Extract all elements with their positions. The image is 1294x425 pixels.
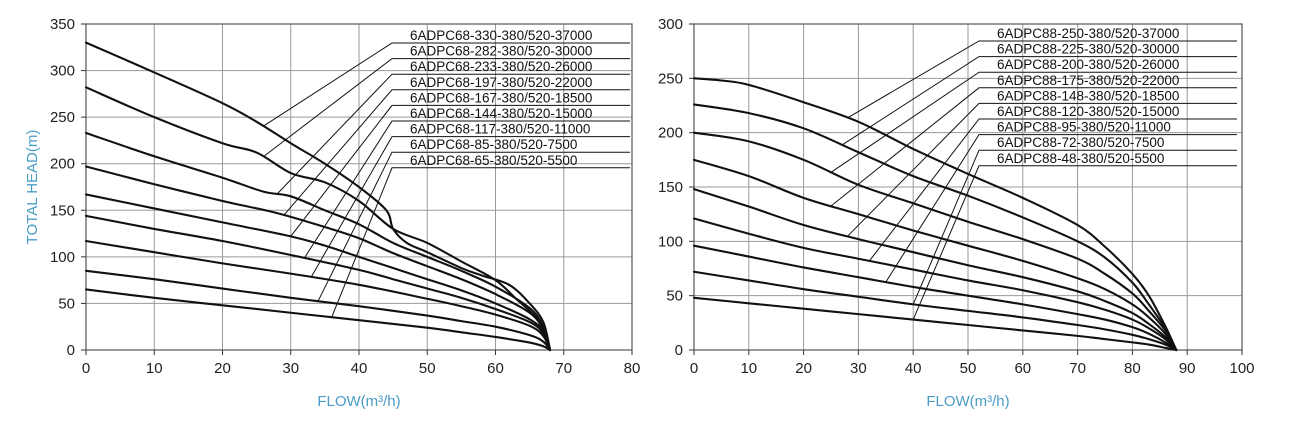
series-label: 6ADPC88-200-380/520-26000 (997, 57, 1179, 72)
series-line-1-8 (84, 269, 552, 352)
chart-panel-2: 0 10 20 30 40 50 60 70 80 90 100 0 50 100 150 200 250 300… (658, 16, 1255, 410)
x-tick-label: 80 (624, 360, 641, 377)
x-tick-label: 40 (351, 360, 368, 377)
y-tick-label: 100 (658, 233, 683, 250)
series-line-2-7 (692, 244, 1178, 352)
x-tick-label: 70 (1069, 360, 1086, 377)
y-tick-label: 100 (50, 249, 75, 266)
series-line-1-2 (84, 86, 552, 352)
series-leader-line (310, 136, 630, 278)
series-line-2-3 (692, 131, 1178, 352)
x-tick-label: 50 (960, 360, 977, 377)
series-leader-line (847, 40, 1237, 119)
series-leader-line (841, 56, 1237, 146)
series-label: 6ADPC88-250-380/520-37000 (997, 26, 1179, 41)
x-tick-label: 60 (1014, 360, 1031, 377)
y-tick-label: 150 (50, 202, 75, 219)
series-label: 6ADPC88-95-380/520-11000 (997, 120, 1171, 135)
y-tick-label: 0 (675, 342, 683, 359)
x-tick-label: 30 (850, 360, 867, 377)
series-label: 6ADPC68-197-380/520-22000 (410, 75, 592, 90)
series-label: 6ADPC88-175-380/520-22000 (997, 73, 1179, 88)
series-label: 6ADPC68-65-380/520-5500 (410, 153, 577, 168)
y-tick-label: 250 (50, 109, 75, 126)
series-line-1-6 (84, 214, 552, 352)
series-leader-line (912, 165, 1237, 320)
y-tick-label: 250 (658, 70, 683, 87)
series-label: 6ADPC88-48-380/520-5500 (997, 151, 1164, 166)
series-leader-line (276, 73, 630, 195)
y-tick-label: 150 (658, 179, 683, 196)
x-axis-title: FLOW(m³/h) (317, 393, 400, 410)
x-tick-label: 30 (282, 360, 299, 377)
series-line-2-9 (692, 296, 1178, 352)
series-leader-line (868, 118, 1237, 262)
series-label: 6ADPC88-225-380/520-30000 (997, 42, 1179, 57)
series-leader-line (830, 87, 1237, 207)
series-leader-line (331, 167, 630, 318)
series-line-2-1 (692, 77, 1178, 352)
x-tick-label: 10 (740, 360, 757, 377)
series-leader-line (830, 71, 1237, 173)
series-leader-line (885, 134, 1237, 283)
series-line-2-4 (692, 158, 1178, 352)
series-label: 6ADPC88-148-380/520-18500 (997, 88, 1179, 103)
series-leader-line (263, 58, 630, 158)
x-tick-label: 10 (146, 360, 163, 377)
series-leader-line (317, 151, 630, 302)
y-tick-label: 200 (50, 156, 75, 173)
x-tick-label: 60 (487, 360, 504, 377)
x-axis-title: FLOW(m³/h) (926, 393, 1009, 410)
series-line-2-6 (692, 217, 1178, 352)
x-tick-label: 50 (419, 360, 436, 377)
series-leader-line (303, 120, 630, 259)
series-line-2-5 (692, 188, 1178, 352)
x-tick-label: 70 (555, 360, 572, 377)
y-tick-label: 300 (50, 63, 75, 80)
series-leader-line (912, 149, 1237, 305)
series-label: 6ADPC68-330-380/520-37000 (410, 28, 592, 43)
series-leader-line (290, 104, 630, 237)
x-tick-label: 90 (1179, 360, 1196, 377)
series-leader-line (283, 89, 630, 216)
series-line-1-3 (84, 131, 552, 352)
y-tick-label: 300 (658, 16, 683, 33)
series-label: 6ADPC88-72-380/520-7500 (997, 135, 1164, 150)
x-tick-label: 20 (795, 360, 812, 377)
series-line-2-8 (692, 270, 1178, 352)
x-tick-label: 0 (690, 360, 698, 377)
series-leader-line (847, 102, 1237, 237)
series-label: 6ADPC68-85-380/520-7500 (410, 137, 577, 152)
series-line-1-4 (84, 165, 552, 352)
series-label: 6ADPC68-282-380/520-30000 (410, 44, 592, 59)
x-tick-label: 40 (905, 360, 922, 377)
series-line-1-5 (84, 193, 552, 352)
x-tick-label: 100 (1229, 360, 1254, 377)
y-tick-label: 0 (67, 342, 75, 359)
series-leader-line (263, 42, 630, 127)
series-line-1-7 (84, 239, 552, 352)
series-label: 6ADPC68-144-380/520-15000 (410, 106, 592, 121)
series-label: 6ADPC68-117-380/520-11000 (410, 122, 590, 137)
series-line-2-2 (692, 103, 1178, 352)
x-tick-label: 80 (1124, 360, 1141, 377)
y-tick-label: 350 (50, 16, 75, 33)
x-tick-label: 0 (82, 360, 90, 377)
y-axis-title: TOTAL HEAD(m) (24, 130, 41, 245)
series-label: 6ADPC68-233-380/520-26000 (410, 59, 592, 74)
series-label: 6ADPC88-120-380/520-15000 (997, 104, 1179, 119)
y-tick-label: 200 (658, 125, 683, 142)
x-tick-label: 20 (214, 360, 231, 377)
y-tick-label: 50 (666, 288, 683, 305)
series-label: 6ADPC68-167-380/520-18500 (410, 90, 592, 105)
y-tick-label: 50 (58, 295, 75, 312)
series-line-1-9 (84, 288, 552, 352)
chart-panel-1: 0 10 20 30 40 50 60 70 80 0 50 100 150 200 250 300 350 FL… (24, 16, 640, 410)
